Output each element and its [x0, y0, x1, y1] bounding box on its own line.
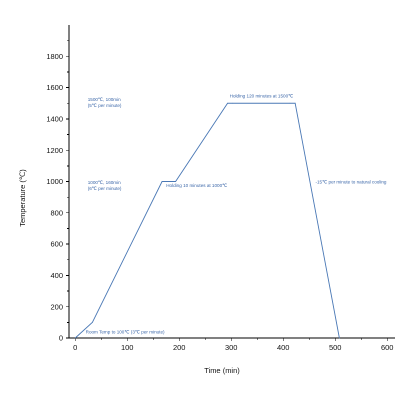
chart-annotation: 1500℃, 100min (5℃ per minute) [88, 97, 122, 108]
x-axis-title: Time (min) [204, 366, 240, 375]
annotation-line: (6℃ per minute) [88, 186, 122, 191]
chart-annotation: 1000℃, 160min (6℃ per minute) [88, 180, 122, 191]
temperature-series-line [74, 102, 340, 339]
series-point [161, 181, 163, 182]
series-point [294, 102, 296, 104]
annotation-line: (5℃ per minute) [88, 103, 122, 108]
chart-annotation: Holding 120 minutes at 1500℃ [230, 93, 294, 98]
x-tick-label: 200 [173, 343, 186, 352]
y-tick-label: 1800 [46, 52, 63, 61]
x-tick-label: 400 [277, 343, 290, 352]
x-tick-label: 300 [225, 343, 238, 352]
chart-annotation: Holding 10 minutes at 1000℃ [166, 183, 228, 188]
series-point [91, 321, 93, 323]
series-point [338, 337, 340, 339]
series-point [74, 337, 76, 339]
y-tick-label: 1600 [46, 83, 63, 92]
y-tick-label: 800 [50, 208, 63, 217]
ticks: 0 100 200 300 400 500 600 0 200 400 600 800 1000 1200… [46, 40, 394, 352]
x-tick-label: 0 [73, 343, 77, 352]
x-tick-label: 600 [381, 343, 394, 352]
y-tick-label: 200 [50, 302, 63, 311]
series-point [232, 102, 234, 104]
y-tick-label: 1200 [46, 146, 63, 155]
series-point [289, 102, 291, 104]
y-tick-label: 600 [50, 240, 63, 249]
x-tick-label: 100 [121, 343, 134, 352]
annotation-line: Holding 10 minutes at 1000℃ [166, 183, 228, 188]
annotation-line: 1000℃, 160min [88, 180, 121, 185]
x-tick-label: 500 [329, 343, 342, 352]
y-tick-label: 1000 [46, 177, 63, 186]
annotation-line: Room Temp to 100℃ (3℃ per minute) [86, 329, 165, 334]
y-tick-label: 1400 [46, 115, 63, 124]
annotations: 1500℃, 100min (5℃ per minute) 1000℃, 160mi… [86, 93, 387, 334]
annotation-line: -15℃ per minute to natural cooling [315, 179, 386, 184]
annotation-line: Holding 120 minutes at 1500℃ [230, 93, 294, 98]
series-point [175, 181, 176, 182]
series-point [227, 102, 228, 104]
annotation-line: 1500℃, 100min [88, 97, 121, 102]
chart-annotation: -15℃ per minute to natural cooling [315, 179, 386, 184]
y-tick-label: 400 [50, 271, 63, 280]
chart-annotation: Room Temp to 100℃ (3℃ per minute) [86, 329, 165, 334]
y-tick-label: 0 [59, 334, 63, 343]
y-axis-title: Temperature (℃) [18, 169, 27, 227]
series [74, 102, 340, 339]
series-point [166, 181, 168, 182]
